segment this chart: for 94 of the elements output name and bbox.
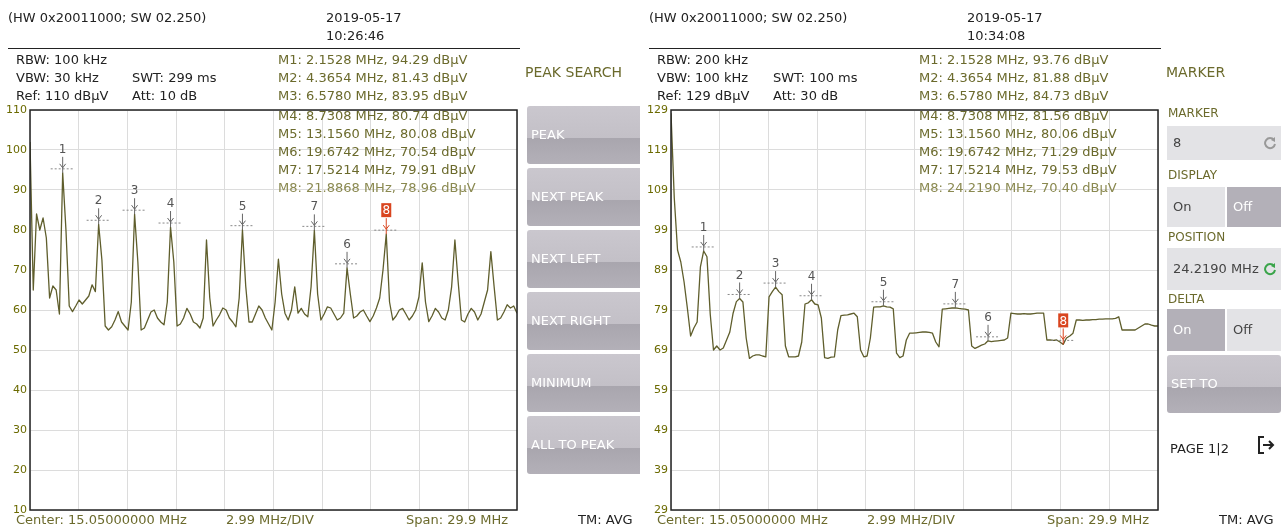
text: Off bbox=[1233, 322, 1253, 337]
text: 2.99 MHz/DIV bbox=[226, 512, 315, 527]
annotation: M7: 17.5214 MHz, 79.91 dBµV bbox=[278, 162, 476, 177]
text: Ref: 110 dBµV bbox=[16, 88, 109, 103]
text: TM: AVG bbox=[1219, 512, 1274, 527]
text: On bbox=[1173, 199, 1192, 214]
annotation: 7 bbox=[310, 199, 319, 214]
text: Span: 29.9 MHz bbox=[406, 512, 509, 527]
y-tick-label: 110 bbox=[6, 102, 27, 116]
y-tick-label: 70 bbox=[13, 262, 27, 276]
y-tick-label: 99 bbox=[654, 222, 668, 236]
y-tick-label: 50 bbox=[13, 342, 27, 356]
text: RBW: 100 kHz bbox=[16, 52, 108, 67]
y-tick-label: 30 bbox=[13, 422, 27, 436]
annotation: 5 bbox=[879, 274, 888, 289]
annotation: M5: 13.1560 MHz, 80.06 dBµV bbox=[919, 126, 1117, 141]
text: M2: 4.3654 MHz, 81.43 dBµV bbox=[278, 70, 468, 85]
text: TM: AVG bbox=[578, 512, 633, 527]
text: 2.99 MHz/DIV bbox=[867, 512, 956, 527]
text: M1: 2.1528 MHz, 93.76 dBµV bbox=[919, 52, 1109, 67]
text: SET TO bbox=[1171, 376, 1218, 391]
text: VBW: 30 kHz bbox=[16, 70, 99, 85]
text: VBW: 100 kHz bbox=[657, 70, 749, 85]
text: PAGE 1|2 bbox=[1170, 441, 1230, 456]
text: POSITION bbox=[1168, 230, 1226, 244]
text: 2019-05-17 bbox=[967, 10, 1043, 25]
text: MARKER bbox=[1166, 64, 1226, 80]
annotation: 6 bbox=[343, 236, 351, 251]
annotation: M6: 19.6742 MHz, 71.29 dBµV bbox=[919, 144, 1117, 159]
annotation: 1 bbox=[699, 220, 708, 235]
text: On bbox=[1173, 322, 1192, 337]
annotation: 2 bbox=[94, 193, 103, 208]
y-tick-label: 119 bbox=[647, 142, 668, 156]
text: 2019-05-17 bbox=[326, 10, 402, 25]
text: NEXT RIGHT bbox=[531, 313, 611, 328]
text: M3: 6.5780 MHz, 84.73 dBµV bbox=[919, 88, 1109, 103]
annotation: 8 bbox=[1059, 313, 1068, 328]
text: Span: 29.9 MHz bbox=[1047, 512, 1150, 527]
text: 10:26:46 bbox=[326, 28, 385, 43]
annotation: M5: 13.1560 MHz, 80.08 dBµV bbox=[278, 126, 476, 141]
annotation: M4: 8.7308 MHz, 81.56 dBµV bbox=[919, 108, 1109, 123]
annotation: 6 bbox=[984, 309, 992, 324]
text: PEAK bbox=[531, 127, 565, 142]
y-tick-label: 40 bbox=[13, 382, 27, 396]
text: NEXT PEAK bbox=[531, 189, 604, 204]
y-tick-label: 39 bbox=[654, 462, 668, 476]
annotation: M7: 17.5214 MHz, 79.53 dBµV bbox=[919, 162, 1117, 177]
annotation: 3 bbox=[771, 256, 780, 271]
y-tick-label: 69 bbox=[654, 342, 668, 356]
annotation: M4: 8.7308 MHz, 80.74 dBµV bbox=[278, 108, 468, 123]
text: Off bbox=[1233, 199, 1253, 214]
chart-title: (HW 0x20011000; SW 02.250) bbox=[8, 10, 207, 25]
annotation: 8 bbox=[382, 203, 391, 218]
text: MARKER bbox=[1168, 106, 1219, 120]
y-tick-label: 80 bbox=[13, 222, 27, 236]
y-tick-label: 109 bbox=[647, 182, 668, 196]
text: ALL TO PEAK bbox=[531, 437, 615, 452]
text: Ref: 129 dBµV bbox=[657, 88, 750, 103]
y-tick-label: 20 bbox=[13, 462, 27, 476]
annotation: M6: 19.6742 MHz, 70.54 dBµV bbox=[278, 144, 476, 159]
text: M1: 2.1528 MHz, 94.29 dBµV bbox=[278, 52, 468, 67]
text: RBW: 200 kHz bbox=[657, 52, 749, 67]
annotation: 1 bbox=[58, 141, 67, 156]
annotation: 3 bbox=[130, 183, 139, 198]
y-tick-label: 60 bbox=[13, 302, 27, 316]
text: NEXT LEFT bbox=[531, 251, 601, 266]
annotation: M8: 24.2190 MHz, 70.40 dBµV bbox=[919, 180, 1117, 195]
y-tick-label: 79 bbox=[654, 302, 668, 316]
y-tick-label: 90 bbox=[13, 182, 27, 196]
text: MINIMUM bbox=[531, 375, 592, 390]
annotation: M8: 21.8868 MHz, 78.96 dBµV bbox=[278, 180, 476, 195]
y-tick-label: 49 bbox=[654, 422, 668, 436]
y-tick-label: 100 bbox=[6, 142, 27, 156]
annotation: 5 bbox=[238, 198, 247, 213]
chart-title: (HW 0x20011000; SW 02.250) bbox=[649, 10, 848, 25]
text: SWT: 299 ms bbox=[132, 70, 217, 85]
text: 24.2190 MHz bbox=[1173, 261, 1259, 276]
text: Att: 10 dB bbox=[132, 88, 198, 103]
text: M3: 6.5780 MHz, 83.95 dBµV bbox=[278, 88, 468, 103]
y-tick-label: 59 bbox=[654, 382, 668, 396]
text: PEAK SEARCH bbox=[525, 64, 623, 80]
y-tick-label: 89 bbox=[654, 262, 668, 276]
text: M2: 4.3654 MHz, 81.88 dBµV bbox=[919, 70, 1109, 85]
annotation: 4 bbox=[807, 268, 816, 283]
text: 10:34:08 bbox=[967, 28, 1026, 43]
text: DELTA bbox=[1168, 292, 1205, 306]
text: DISPLAY bbox=[1168, 168, 1218, 182]
text: 8 bbox=[1173, 135, 1182, 150]
y-tick-label: 129 bbox=[647, 102, 668, 116]
annotation: 4 bbox=[166, 196, 175, 211]
annotation: 7 bbox=[951, 277, 960, 292]
text: SWT: 100 ms bbox=[773, 70, 858, 85]
text: Att: 30 dB bbox=[773, 88, 839, 103]
annotation: 2 bbox=[735, 267, 744, 282]
